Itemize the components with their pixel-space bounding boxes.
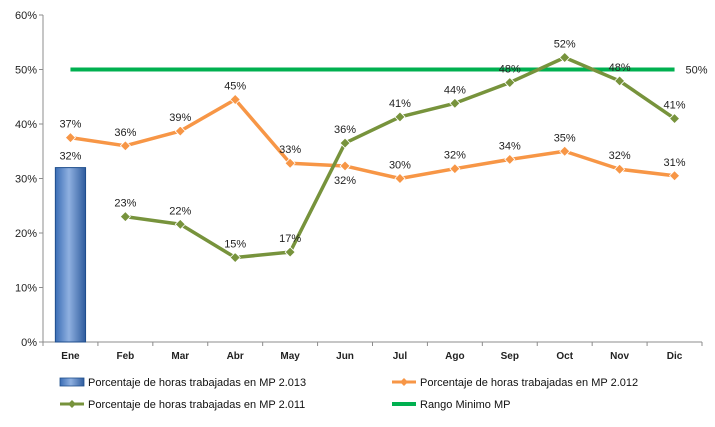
legend-label: Porcentaje de horas trabajadas en MP 2.0… <box>88 399 305 411</box>
x-tick-label: Ene <box>61 351 80 362</box>
data-label: 32% <box>59 151 81 163</box>
data-label: 34% <box>499 140 521 152</box>
legend-label: Porcentaje de horas trabajadas en MP 2.0… <box>88 377 306 389</box>
x-tick-label: Oct <box>556 351 573 362</box>
data-point <box>339 137 351 149</box>
data-labels: 32% 50% 37% 36% 39% 45% 33% 32% 30% 32% 34% 35% 32% 3… <box>59 39 707 251</box>
data-label: 50% <box>686 65 708 77</box>
data-label: 17% <box>279 233 301 245</box>
data-label: 41% <box>664 100 686 112</box>
series-line <box>125 55 676 260</box>
legend-marker <box>400 378 408 386</box>
x-tick-label: Abr <box>227 351 244 362</box>
data-label: 23% <box>114 198 136 210</box>
data-label: 31% <box>664 157 686 169</box>
data-point <box>229 251 241 264</box>
data-point <box>668 112 681 125</box>
data-point <box>559 145 571 157</box>
data-point <box>394 172 406 185</box>
legend-label: Porcentaje de horas trabajadas en MP 2.0… <box>420 377 638 389</box>
legend-swatch <box>59 377 85 387</box>
y-tick-label: 20% <box>15 228 37 240</box>
data-label: 48% <box>499 64 521 76</box>
data-point <box>449 97 461 109</box>
legend-label: Rango Minimo MP <box>420 399 510 411</box>
data-label: 32% <box>444 150 466 162</box>
x-tick-label: Nov <box>610 351 629 362</box>
data-label: 35% <box>554 132 576 144</box>
x-tick-label: May <box>280 351 300 362</box>
axes: 0% 10% 20% 30% 40% 50% 60% Ene Feb Mar Abr May Jun Ju… <box>15 10 703 362</box>
x-tick-label: Jul <box>393 351 408 362</box>
data-point <box>284 246 296 258</box>
data-label: 41% <box>389 98 411 110</box>
y-tick-label: 50% <box>15 65 37 77</box>
data-label: 30% <box>389 160 411 172</box>
legend-marker <box>68 400 76 408</box>
legend: Porcentaje de horas trabajadas en MP 2.0… <box>59 377 638 411</box>
data-point <box>614 75 626 87</box>
data-point <box>229 93 241 106</box>
data-label: 36% <box>114 127 136 139</box>
data-point <box>284 157 296 169</box>
data-point <box>559 51 571 64</box>
data-point <box>119 211 131 223</box>
series-lines <box>70 55 676 260</box>
y-tick-label: 30% <box>15 174 37 186</box>
data-point <box>119 140 131 152</box>
series-markers <box>64 51 681 264</box>
bar <box>54 167 87 343</box>
data-label: 39% <box>169 112 191 124</box>
data-point <box>64 132 77 144</box>
x-tick-label: Sep <box>501 351 519 362</box>
x-tick-label: Ago <box>445 351 464 362</box>
series-line <box>70 97 675 181</box>
y-tick-label: 0% <box>21 337 37 349</box>
y-tick-label: 60% <box>15 10 37 22</box>
data-label: 22% <box>169 205 191 217</box>
x-tick-label: Feb <box>116 351 134 362</box>
data-label: 52% <box>554 39 576 51</box>
data-label: 45% <box>224 80 246 92</box>
x-tick-label: Mar <box>171 351 189 362</box>
data-point <box>504 153 516 165</box>
bars <box>54 167 87 343</box>
data-label: 32% <box>609 150 631 162</box>
data-point <box>339 160 351 172</box>
data-point <box>668 170 681 182</box>
data-label: 44% <box>444 84 466 96</box>
data-point <box>504 77 516 89</box>
data-label: 15% <box>224 239 246 251</box>
data-point <box>174 218 186 230</box>
y-tick-label: 40% <box>15 119 37 131</box>
data-label: 37% <box>59 119 81 131</box>
data-point <box>614 163 626 175</box>
data-point <box>449 163 461 175</box>
x-tick-label: Dic <box>667 351 683 362</box>
data-point <box>394 111 406 123</box>
x-tick-label: Jun <box>336 351 354 362</box>
data-label: 36% <box>334 124 356 136</box>
data-label: 32% <box>334 175 356 187</box>
data-label: 33% <box>279 144 301 156</box>
data-point <box>174 125 186 137</box>
y-tick-label: 10% <box>15 283 37 295</box>
data-label: 48% <box>609 62 631 74</box>
